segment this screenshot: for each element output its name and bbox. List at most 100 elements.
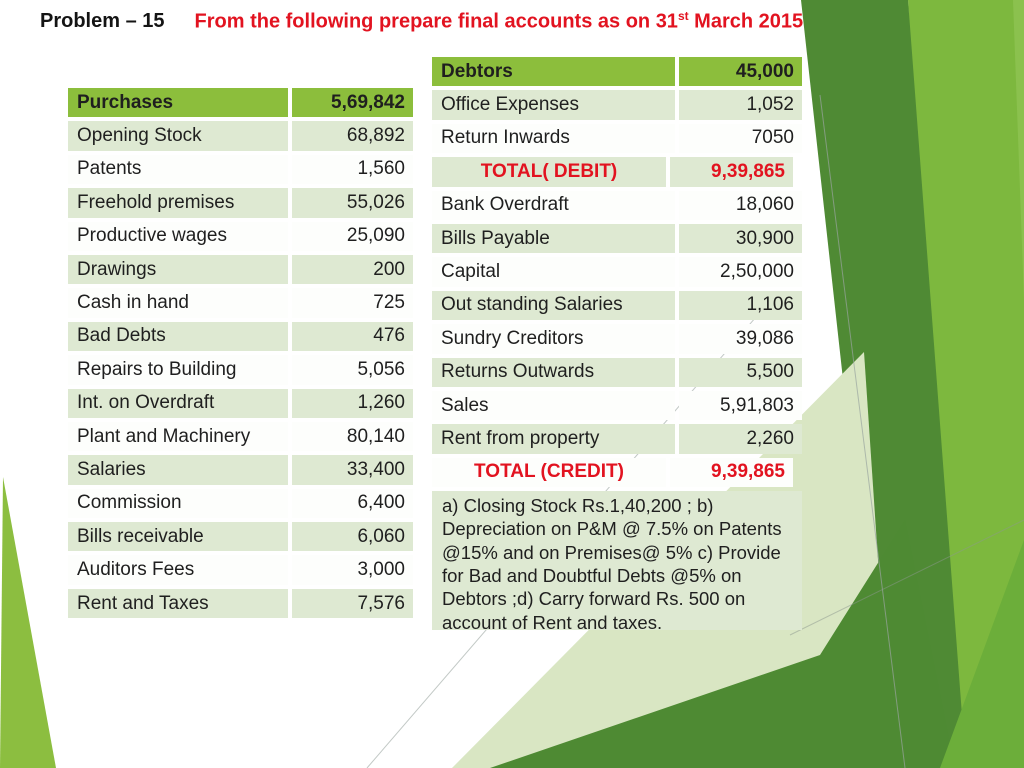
row-value: 33,400 [292, 455, 413, 485]
row-value: 5,500 [679, 357, 802, 387]
row-label: Out standing Salaries [432, 290, 675, 321]
table-row: Sundry Creditors 39,086 [432, 324, 802, 354]
row-value: 1,260 [292, 388, 413, 418]
row-label: Plant and Machinery [68, 421, 288, 452]
row-label: Productive wages [68, 221, 288, 251]
heading-text-before-sup: From the following prepare final account… [194, 10, 678, 33]
row-label: Repairs to Building [68, 355, 288, 385]
heading-ordinal-sup: st [677, 8, 689, 23]
table-row: Rent from property 2,260 [432, 424, 802, 454]
table-row: Sales 5,91,803 [432, 390, 802, 421]
row-label: Rent from property [432, 424, 675, 454]
slide-heading: From the following prepare final account… [195, 9, 804, 34]
table-row: Bills Payable 30,900 [432, 223, 802, 254]
decor-thin-line-3 [789, 519, 1024, 636]
table-total-row: TOTAL( DEBIT) 9,39,865 [432, 157, 802, 187]
row-label: Debtors [432, 57, 675, 87]
table-row: Plant and Machinery 80,140 [68, 421, 413, 452]
row-value: 25,090 [292, 221, 413, 251]
row-value: 6,060 [292, 522, 413, 552]
row-label: Int. on Overdraft [68, 388, 288, 418]
table-row: Office Expenses 1,052 [432, 90, 802, 120]
table-row: Commission 6,400 [68, 488, 413, 519]
table-header-row: Purchases 5,69,842 [68, 88, 413, 118]
row-value: 6,400 [292, 488, 413, 519]
decor-bottom-dark-wedge-shape [490, 520, 955, 768]
table-header-row: Debtors 45,000 [432, 57, 802, 87]
table-row: Out standing Salaries 1,106 [432, 290, 802, 321]
table-row: Drawings 200 [68, 254, 413, 285]
row-value: 7,576 [292, 588, 413, 619]
table-row: Bank Overdraft 18,060 [432, 190, 802, 220]
row-value: 5,69,842 [292, 88, 413, 118]
row-value: 55,026 [292, 188, 413, 218]
row-value: 9,39,865 [670, 157, 793, 187]
decor-thin-line-1 [819, 94, 906, 768]
row-label: Bad Debts [68, 321, 288, 352]
row-value: 725 [292, 288, 413, 318]
row-label: Bills receivable [68, 522, 288, 552]
row-label: Capital [432, 257, 675, 287]
row-label: Returns Outwards [432, 357, 675, 387]
row-value: 1,106 [679, 290, 802, 321]
row-label: Auditors Fees [68, 555, 288, 585]
table-row: Cash in hand 725 [68, 288, 413, 318]
row-value: 200 [292, 254, 413, 285]
row-label: Salaries [68, 455, 288, 485]
decor-bottom-medium-wedge-shape [940, 540, 1024, 768]
table-row: Rent and Taxes 7,576 [68, 588, 413, 619]
table-row: Capital 2,50,000 [432, 257, 802, 287]
table-row: Salaries 33,400 [68, 455, 413, 485]
row-value: 476 [292, 321, 413, 352]
credit-items-table: Debtors 45,000 Office Expenses 1,052 Return … [432, 57, 802, 633]
table-row: Repairs to Building 5,056 [68, 355, 413, 385]
row-label: Bills Payable [432, 223, 675, 254]
table-row: Int. on Overdraft 1,260 [68, 388, 413, 418]
heading-text-after-sup: March 2015 [688, 10, 804, 33]
table-row: Bills receivable 6,060 [68, 522, 413, 552]
row-value: 3,000 [292, 555, 413, 585]
row-label: TOTAL (CREDIT) [432, 457, 666, 488]
table-total-row: TOTAL (CREDIT) 9,39,865 [432, 457, 802, 488]
decor-right-tip-shape [1013, 0, 1024, 300]
decor-left-sliver-shape [0, 477, 56, 768]
problem-number-label: Problem – 15 [40, 9, 165, 32]
row-label: Opening Stock [68, 121, 288, 151]
row-value: 5,056 [292, 355, 413, 385]
table-row: Return Inwards 7050 [432, 123, 802, 154]
adjustments-note: a) Closing Stock Rs.1,40,200 ; b) Deprec… [432, 491, 802, 633]
row-value: 5,91,803 [679, 390, 802, 421]
row-value: 30,900 [679, 223, 802, 254]
row-label: Patents [68, 154, 288, 185]
row-label: Freehold premises [68, 188, 288, 218]
row-label: Commission [68, 488, 288, 519]
table-row: Auditors Fees 3,000 [68, 555, 413, 585]
row-value: 18,060 [679, 190, 802, 220]
debit-items-table: Purchases 5,69,842 Opening Stock 68,892 Pate… [68, 88, 413, 622]
row-label: Sales [432, 390, 675, 421]
row-value: 1,560 [292, 154, 413, 185]
row-label: Return Inwards [432, 123, 675, 154]
row-value: 80,140 [292, 421, 413, 452]
row-value: 1,052 [679, 90, 802, 120]
row-label: Drawings [68, 254, 288, 285]
table-row: Freehold premises 55,026 [68, 188, 413, 218]
table-row: Opening Stock 68,892 [68, 121, 413, 151]
table-row: Bad Debts 476 [68, 321, 413, 352]
row-value: 68,892 [292, 121, 413, 151]
row-label: Rent and Taxes [68, 588, 288, 619]
table-row: Patents 1,560 [68, 154, 413, 185]
row-label: TOTAL( DEBIT) [432, 157, 666, 187]
row-value: 9,39,865 [670, 457, 793, 488]
row-label: Office Expenses [432, 90, 675, 120]
row-value: 45,000 [679, 57, 802, 87]
row-label: Sundry Creditors [432, 324, 675, 354]
row-label: Cash in hand [68, 288, 288, 318]
row-value: 7050 [679, 123, 802, 154]
decor-yellow-green-band-shape [908, 0, 1024, 768]
row-label: Purchases [68, 88, 288, 118]
decor-dark-green-band-shape [801, 0, 966, 768]
table-row: Returns Outwards 5,500 [432, 357, 802, 387]
row-value: 2,50,000 [679, 257, 802, 287]
row-value: 2,260 [679, 424, 802, 454]
